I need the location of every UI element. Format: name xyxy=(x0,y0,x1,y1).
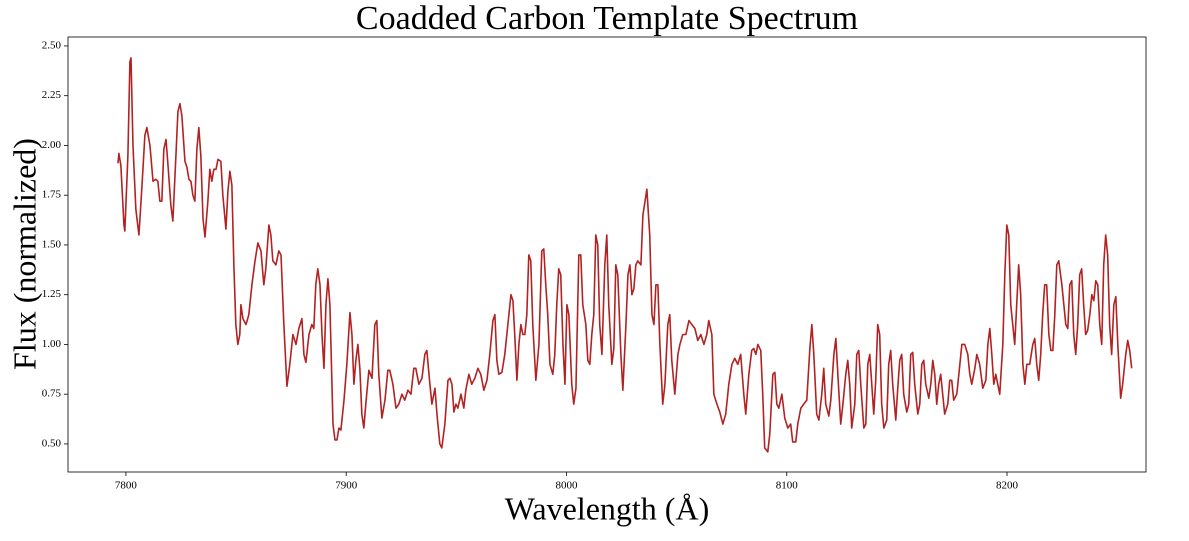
x-tick-label: 8000 xyxy=(555,480,578,492)
y-axis-label: Flux (normalized) xyxy=(6,138,42,370)
chart-title: Coadded Carbon Template Spectrum xyxy=(356,0,858,37)
x-axis-label: Wavelength (Å) xyxy=(505,490,709,526)
y-tick-label: 1.75 xyxy=(42,189,62,201)
y-tick-label: 2.25 xyxy=(42,89,62,101)
y-tick-label: 1.00 xyxy=(42,338,62,350)
x-tick-label: 7800 xyxy=(115,480,138,492)
y-tick-label: 2.50 xyxy=(42,39,62,51)
x-tick-label: 7900 xyxy=(335,480,358,492)
x-tick-label: 8200 xyxy=(996,480,1019,492)
plot-frame xyxy=(67,36,1147,473)
x-tick-label: 8100 xyxy=(776,480,799,492)
y-tick-label: 1.25 xyxy=(42,288,62,300)
y-tick-label: 0.75 xyxy=(42,388,62,400)
y-tick-label: 1.50 xyxy=(42,238,62,250)
y-tick-label: 2.00 xyxy=(42,139,62,151)
spectrum-line xyxy=(117,57,1133,453)
y-tick-label: 0.50 xyxy=(42,437,62,449)
